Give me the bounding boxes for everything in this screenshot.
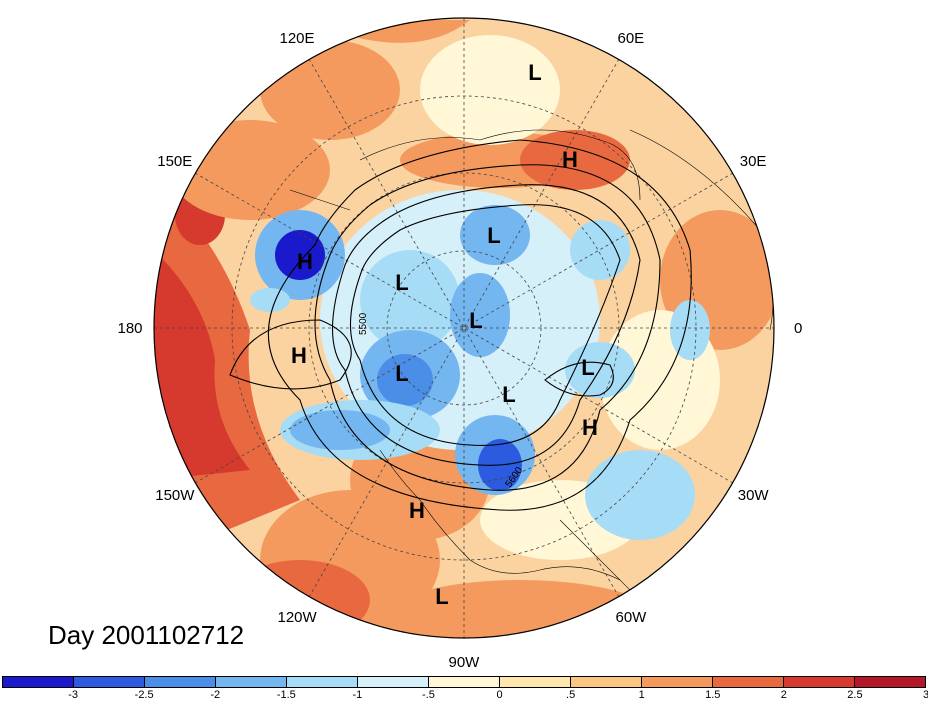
colorbar-swatch xyxy=(571,677,642,687)
colorbar xyxy=(2,676,926,688)
high-pressure-marker: H xyxy=(409,498,425,523)
colorbar-swatch xyxy=(74,677,145,687)
longitude-label: 60E xyxy=(617,30,645,48)
colorbar-swatch xyxy=(358,677,429,687)
colorbar-swatch xyxy=(855,677,925,687)
high-pressure-marker: H xyxy=(291,343,307,368)
low-pressure-marker: L xyxy=(395,361,409,386)
low-pressure-marker: L xyxy=(469,308,483,333)
colorbar-tick-label: -.5 xyxy=(422,689,435,701)
colorbar-swatch xyxy=(216,677,287,687)
colorbar-tick-label: 3 xyxy=(922,689,928,701)
longitude-label: 30E xyxy=(739,152,767,170)
date-title: Day 2001102712 xyxy=(48,620,245,650)
colorbar-swatch xyxy=(500,677,571,687)
colorbar-swatch xyxy=(429,677,500,687)
colorbar-tick-label: 2 xyxy=(780,689,787,701)
low-pressure-marker: L xyxy=(395,270,409,295)
colorbar-tick-label: -3 xyxy=(68,689,78,701)
colorbar-tick-label: -2 xyxy=(210,689,221,701)
colorbar-tick-label: -1.5 xyxy=(276,689,296,701)
polar-map: 5500 5600 xyxy=(153,17,775,639)
longitude-label: 30W xyxy=(737,486,769,504)
low-pressure-marker: L xyxy=(528,60,542,85)
low-pressure-marker: L xyxy=(435,584,449,609)
colorbar-tick-label: 2.5 xyxy=(847,689,863,701)
longitude-label: 120E xyxy=(279,30,315,48)
longitude-label: 90W xyxy=(448,653,480,671)
colorbar-tick-label: 1 xyxy=(638,689,645,701)
colorbar-swatch xyxy=(642,677,713,687)
colorbar-tick-label: 1.5 xyxy=(705,689,721,701)
high-pressure-marker: H xyxy=(562,147,578,172)
low-pressure-marker: L xyxy=(581,355,595,380)
high-pressure-marker: H xyxy=(297,249,313,274)
longitude-label: 90E xyxy=(451,0,478,3)
low-pressure-marker: L xyxy=(502,382,516,407)
colorbar-tick-label: 0 xyxy=(496,689,503,701)
contour-label-5500: 5500 xyxy=(358,312,369,335)
colorbar-swatch xyxy=(784,677,855,687)
longitude-label: 60W xyxy=(615,608,647,626)
anomaly-field xyxy=(154,18,774,638)
longitude-label: 120W xyxy=(277,608,317,626)
colorbar-tick-label: .5 xyxy=(566,689,576,701)
colorbar-swatch xyxy=(287,677,358,687)
high-pressure-marker: H xyxy=(582,415,598,440)
longitude-label: 150E xyxy=(157,152,193,170)
colorbar-swatch xyxy=(145,677,216,687)
low-pressure-marker: L xyxy=(487,223,501,248)
colorbar-tick-label: -2.5 xyxy=(134,689,154,701)
longitude-label: 180 xyxy=(117,319,143,337)
colorbar-tick-label: -1 xyxy=(352,689,363,701)
map-boundary xyxy=(153,17,775,639)
colorbar-swatch xyxy=(713,677,784,687)
longitude-label: 0 xyxy=(794,319,803,337)
longitude-label: 150W xyxy=(155,486,195,504)
colorbar-swatch xyxy=(3,677,74,687)
